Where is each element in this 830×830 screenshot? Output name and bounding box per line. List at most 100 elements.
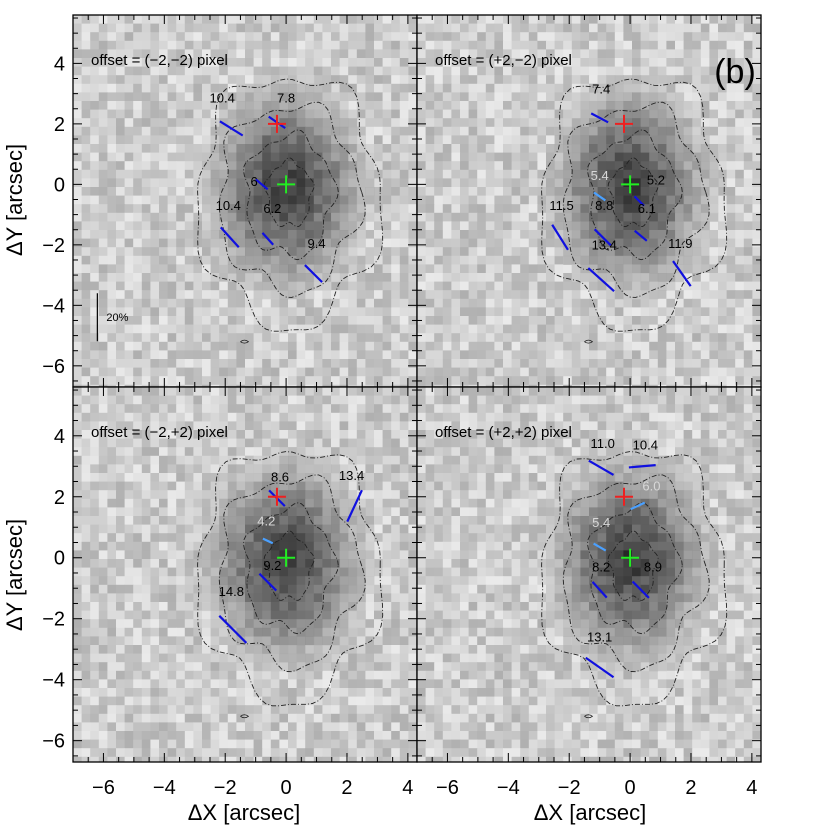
panel-a: 10.4 7.8 6 10.4 6.2 9.4 offset = (−2,−2) pixel… — [72, 14, 418, 388]
y-tick-label: −4 — [42, 670, 65, 692]
polarization-vectors: 8.6 13.4 4.2 9.2 14.8 — [218, 468, 364, 644]
contour-line — [587, 502, 683, 635]
axis-ticks — [72, 15, 417, 387]
polarization-value-label: 6.1 — [638, 201, 656, 216]
source-emission — [202, 75, 375, 300]
center-cross — [277, 175, 296, 194]
polarization-value-label: 14.8 — [219, 584, 244, 599]
y-axis-title-bottom: ΔY [arcsec] — [2, 519, 27, 631]
y-tick-label: 4 — [54, 53, 65, 75]
secondary-peak-cross — [615, 487, 634, 506]
x-tick-label: −2 — [214, 777, 237, 799]
contour-line — [243, 502, 339, 635]
polarization-value-label: 4.2 — [257, 514, 275, 529]
source-emission — [546, 447, 719, 672]
contour-artifact — [240, 714, 250, 719]
x-tick-label: −6 — [436, 777, 459, 799]
intensity-contours — [541, 78, 728, 344]
polarization-value-label: 8.6 — [271, 470, 289, 485]
y-tick-label: 4 — [54, 426, 65, 448]
polarization-vector — [631, 580, 650, 599]
polarization-vector — [593, 191, 607, 202]
polarization-vector — [587, 267, 615, 292]
contour-line — [587, 129, 683, 261]
secondary-peak-cross — [267, 114, 286, 133]
polarization-vector — [633, 195, 645, 207]
y-tick-label: 2 — [54, 114, 65, 136]
x-tick-label: −2 — [558, 777, 581, 799]
panel-frame — [416, 386, 762, 763]
polarization-vectors: 7.4 5.4 5.2 11.5 8.8 6.1 13.4 11.9 — [549, 82, 692, 292]
x-tick-label: −4 — [153, 777, 176, 799]
intensity-contours — [197, 78, 384, 344]
y-tick-label: −6 — [42, 731, 65, 753]
scale-bar: 20% — [96, 293, 129, 342]
x-tick-label: 0 — [625, 777, 636, 799]
polarization-value-label: 11.5 — [549, 198, 573, 213]
y-axis-title-top: ΔY [arcsec] — [2, 144, 27, 256]
x-axis-title-right: ΔX [arcsec] — [534, 800, 647, 825]
contour-line — [541, 451, 728, 707]
center-cross — [621, 548, 640, 567]
panel-c: 8.6 13.4 4.2 9.2 14.8 offset = (−2,+2) pixel — [72, 386, 418, 763]
contour-artifact — [584, 339, 594, 344]
polarization-vector — [261, 232, 275, 246]
polarization-vector — [630, 501, 646, 511]
contour-line — [263, 157, 315, 228]
polarization-value-label: 6.2 — [263, 201, 281, 216]
center-cross — [621, 175, 640, 194]
contour-artifact — [240, 339, 250, 344]
reference-crosses — [615, 487, 640, 567]
contour-line — [562, 101, 710, 298]
polarization-vector — [593, 228, 612, 247]
polarization-vector — [258, 572, 278, 592]
polarization-vector — [551, 224, 569, 251]
polarization-value-label: 9.4 — [308, 236, 326, 251]
polarization-value-label: 5.4 — [592, 515, 610, 530]
offset-label: offset = (−2,+2) pixel — [91, 424, 228, 441]
x-tick-label: −6 — [92, 777, 115, 799]
x-axis-title-left: ΔX [arcsec] — [188, 800, 301, 825]
contour-line — [218, 101, 366, 298]
polarization-vectors: 11.0 10.4 6.0 5.4 8.2 8.9 13.1 — [585, 436, 662, 679]
pixel-noise — [73, 387, 417, 762]
offset-label: offset = (+2,−2) pixel — [435, 52, 572, 69]
axis-ticks — [416, 15, 761, 387]
polarization-vector — [591, 581, 608, 599]
polarization-vector — [585, 656, 615, 679]
polarization-value-label: 13.4 — [339, 468, 364, 483]
polarization-vector — [262, 537, 274, 545]
x-tick-label: 2 — [685, 777, 696, 799]
polarization-value-label: 8.2 — [592, 559, 610, 574]
polarization-vector — [346, 489, 363, 523]
y-tick-label: −2 — [42, 609, 65, 631]
panels-layer: 10.4 7.8 6 10.4 6.2 9.4 offset = (−2,−2) pixel… — [72, 14, 762, 763]
contour-line — [562, 474, 710, 673]
offset-label: offset = (−2,−2) pixel — [91, 52, 228, 69]
polarization-value-label: 10.4 — [633, 438, 658, 453]
polarization-value-label: 5.4 — [591, 168, 609, 183]
panel-d: 11.0 10.4 6.0 5.4 8.2 8.9 13.1 offset = (+2,+2)… — [416, 386, 762, 763]
secondary-peak-cross — [267, 487, 286, 506]
polarization-value-label: 8.9 — [644, 559, 662, 574]
polarization-value-label: 5.2 — [647, 172, 665, 187]
polarization-value-label: 6 — [251, 174, 258, 189]
polarization-vector — [218, 615, 248, 644]
source-emission — [202, 447, 375, 672]
polarization-value-label: 7.4 — [592, 82, 610, 97]
axes-layer: −6 −4 −2 0 2 4 −6 −4 −2 0 2 4 −6 −4 −2 0 2 4 −6 −4 −2 0 2 4 — [42, 15, 761, 799]
polarization-vectors: 10.4 7.8 6 10.4 6.2 9.4 — [210, 91, 326, 283]
polarization-vector — [628, 463, 656, 469]
axis-ticks — [416, 387, 761, 762]
reference-crosses — [615, 114, 640, 194]
polarization-vector — [304, 264, 323, 283]
reference-crosses — [267, 114, 296, 194]
contour-line — [263, 530, 315, 601]
x-tick-label: 4 — [402, 777, 413, 799]
y-tick-label: −4 — [42, 295, 65, 317]
secondary-peak-cross — [615, 114, 634, 133]
polarization-value-label: 9.2 — [263, 558, 281, 573]
y-tick-label: −2 — [42, 235, 65, 257]
polarization-value-label: 11.9 — [668, 236, 692, 251]
